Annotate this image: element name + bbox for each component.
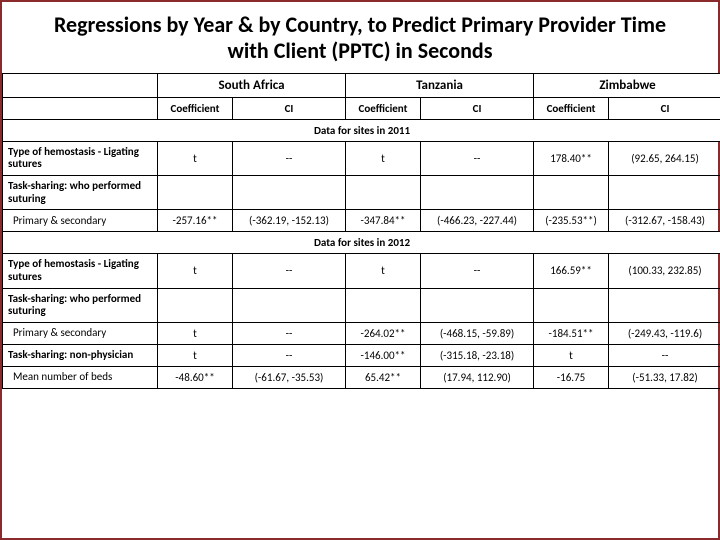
table-row: Primary & secondary -257.16** (-362.19, … [3, 210, 720, 232]
sub-header-row: Coefficient CI Coefficient CI Coefficien… [3, 97, 720, 119]
cell [609, 176, 720, 210]
cell: -- [421, 141, 534, 175]
blank-corner [3, 73, 158, 97]
cell: -146.00** [346, 344, 421, 366]
cell: (-61.67, -35.53) [233, 366, 346, 388]
cell: -257.16** [158, 210, 233, 232]
cell: t [158, 344, 233, 366]
tz-coef-h: Coefficient [346, 97, 421, 119]
cell [534, 176, 609, 210]
cell: -- [233, 141, 346, 175]
page-title: Regressions by Year & by Country, to Pre… [2, 2, 718, 73]
cell: (-51.33, 17.82) [609, 366, 720, 388]
cell: -264.02** [346, 322, 421, 344]
table-row: Primary & secondary t -- -264.02** (-468… [3, 322, 720, 344]
section-2011: Data for sites in 2011 [3, 119, 720, 141]
cell: -- [421, 254, 534, 288]
cell: -184.51** [534, 322, 609, 344]
cell: -48.60** [158, 366, 233, 388]
cell [421, 176, 534, 210]
row-nonphysician-2012: Task-sharing: non-physician [3, 344, 158, 366]
row-primary-2012: Primary & secondary [3, 322, 158, 344]
cell: 65.42** [346, 366, 421, 388]
cell: (92.65, 264.15) [609, 141, 720, 175]
zw-ci-h: CI [609, 97, 720, 119]
col-zimbabwe: Zimbabwe [534, 73, 720, 97]
cell: t [158, 322, 233, 344]
cell [346, 176, 421, 210]
cell: -347.84** [346, 210, 421, 232]
cell: (-312.67, -158.43) [609, 210, 720, 232]
zw-coef-h: Coefficient [534, 97, 609, 119]
row-hemostasis-2012: Type of hemostasis - Ligating sutures [3, 254, 158, 288]
table-row: Type of hemostasis - Ligating sutures t … [3, 141, 720, 175]
sa-coef-h: Coefficient [158, 97, 233, 119]
cell: (-468.15, -59.89) [421, 322, 534, 344]
cell: -- [233, 322, 346, 344]
section-2012: Data for sites in 2012 [3, 232, 720, 254]
cell: (-249.43, -119.6) [609, 322, 720, 344]
cell: -16.75 [534, 366, 609, 388]
cell [421, 288, 534, 322]
row-tasksharing-2012: Task-sharing: who performed suturing [3, 288, 158, 322]
cell: -- [233, 254, 346, 288]
cell [158, 288, 233, 322]
cell: 178.40** [534, 141, 609, 175]
row-beds-2012: Mean number of beds [3, 366, 158, 388]
sa-ci-h: CI [233, 97, 346, 119]
col-tanzania: Tanzania [346, 73, 534, 97]
cell: (17.94, 112.90) [421, 366, 534, 388]
row-hemostasis-2011: Type of hemostasis - Ligating sutures [3, 141, 158, 175]
cell [158, 176, 233, 210]
cell: t [346, 254, 421, 288]
regression-table: South Africa Tanzania Zimbabwe Coefficie… [2, 73, 720, 389]
cell: (100.33, 232.85) [609, 254, 720, 288]
tz-ci-h: CI [421, 97, 534, 119]
cell: t [534, 344, 609, 366]
cell [233, 288, 346, 322]
cell [346, 288, 421, 322]
cell: t [158, 141, 233, 175]
col-south-africa: South Africa [158, 73, 346, 97]
cell: -- [609, 344, 720, 366]
table-row: Type of hemostasis - Ligating sutures t … [3, 254, 720, 288]
cell: t [346, 141, 421, 175]
section-2011-label: Data for sites in 2011 [3, 119, 720, 141]
cell: 166.59** [534, 254, 609, 288]
cell [534, 288, 609, 322]
cell [609, 288, 720, 322]
cell: t [158, 254, 233, 288]
blank-sub [3, 97, 158, 119]
country-header-row: South Africa Tanzania Zimbabwe [3, 73, 720, 97]
cell: (-466.23, -227.44) [421, 210, 534, 232]
cell: (-235.53**) [534, 210, 609, 232]
table-row: Task-sharing: non-physician t -- -146.00… [3, 344, 720, 366]
cell [233, 176, 346, 210]
row-primary-2011: Primary & secondary [3, 210, 158, 232]
section-2012-label: Data for sites in 2012 [3, 232, 720, 254]
table-row: Task-sharing: who performed suturing [3, 288, 720, 322]
table-row: Mean number of beds -48.60** (-61.67, -3… [3, 366, 720, 388]
cell: -- [233, 344, 346, 366]
row-tasksharing-2011: Task-sharing: who performed suturing [3, 176, 158, 210]
table-row: Task-sharing: who performed suturing [3, 176, 720, 210]
cell: (-362.19, -152.13) [233, 210, 346, 232]
cell: (-315.18, -23.18) [421, 344, 534, 366]
